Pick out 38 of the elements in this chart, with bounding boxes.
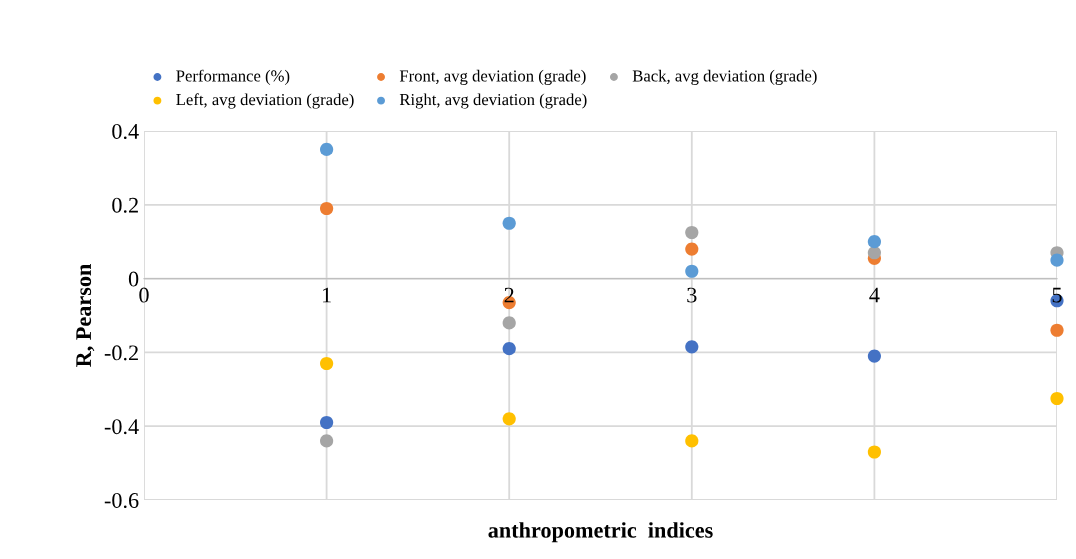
- point: [502, 412, 516, 426]
- x-tick-label: 0: [139, 287, 149, 303]
- point: [867, 246, 881, 260]
- point: [867, 349, 881, 363]
- point: [502, 216, 516, 230]
- legend-label: Back, avg deviation (grade): [632, 69, 817, 85]
- point: [685, 225, 699, 240]
- y-tick-label: 0.4: [112, 123, 139, 140]
- point: [685, 340, 699, 354]
- y-tick-label: 0: [128, 271, 139, 287]
- point: [320, 356, 334, 371]
- point: [685, 242, 699, 256]
- point: [1050, 391, 1064, 406]
- y-tick-label: -0.6: [104, 492, 139, 509]
- point: [320, 415, 334, 430]
- point: [320, 201, 334, 216]
- point: [1050, 253, 1064, 267]
- legend-label: Left, avg deviation (grade): [176, 93, 354, 109]
- legend-label: Right, avg deviation (grade): [399, 93, 587, 109]
- legend-label: Performance (%): [176, 69, 290, 85]
- y-tick-label: -0.4: [104, 419, 139, 435]
- x-tick-label: 4: [869, 287, 880, 303]
- point: [685, 264, 699, 278]
- y-tick-label: 0.2: [112, 197, 138, 213]
- point: [320, 434, 334, 448]
- x-tick-label: 1: [323, 287, 331, 303]
- legend-label: Front, avg deviation (grade): [399, 69, 586, 85]
- point: [867, 235, 881, 249]
- x-axis-title: anthropometric indices: [488, 522, 713, 543]
- point: [867, 445, 881, 459]
- y-tick-label: -0.2: [104, 345, 138, 361]
- point: [502, 342, 516, 356]
- point: [685, 434, 699, 448]
- point: [502, 316, 516, 330]
- point: [320, 142, 334, 157]
- y-axis-title: R, Pearson: [76, 263, 95, 367]
- point: [1050, 323, 1064, 337]
- x-tick-label: 3: [687, 287, 697, 303]
